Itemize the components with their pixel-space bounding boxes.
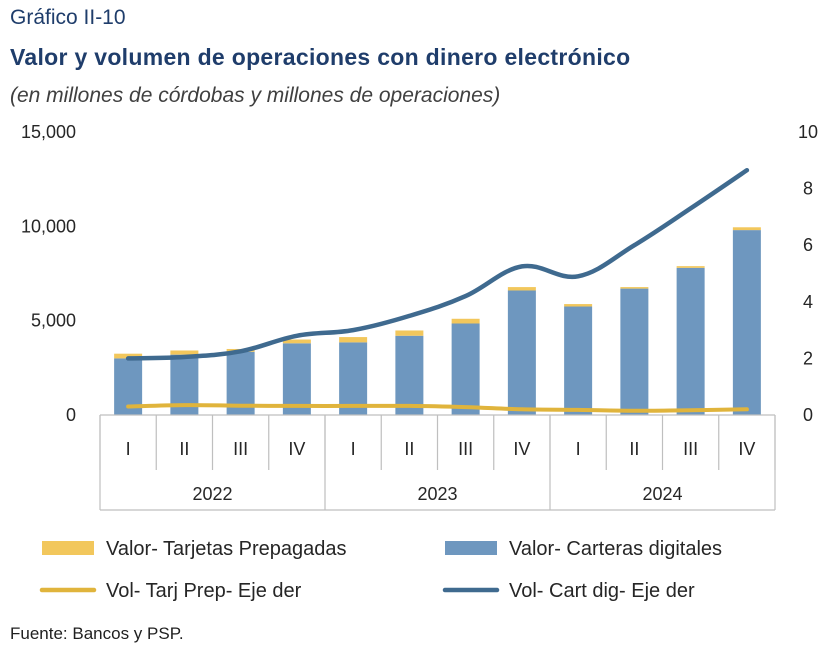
x-tick-label: IV	[513, 439, 530, 459]
bar-prepaid	[170, 350, 199, 355]
y-left-tick-label: 0	[66, 405, 76, 425]
x-tick-label: I	[576, 439, 581, 459]
legend-label: Valor- Tarjetas Prepagadas	[106, 538, 347, 560]
bar-prepaid	[114, 353, 143, 359]
bar-wallet	[339, 342, 368, 415]
legend-label: Vol- Tarj Prep- Eje der	[106, 580, 302, 602]
y-right-tick-label: 2	[803, 348, 813, 368]
bar-prepaid	[395, 330, 424, 336]
y-left-tick-label: 5,000	[31, 311, 76, 331]
bar-wallet	[507, 290, 536, 415]
bar-wallet	[395, 335, 424, 415]
line-vol-wallet	[125, 167, 750, 361]
x-group-label: 2024	[642, 484, 682, 504]
source-note: Fuente: Bancos y PSP.	[10, 624, 184, 643]
x-tick-label: III	[458, 439, 473, 459]
y-right-tick-label: 8	[803, 179, 813, 199]
x-tick-label: II	[179, 439, 189, 459]
y-right-tick-label: 10	[798, 122, 818, 142]
chart-label: Gráfico II-10	[10, 6, 126, 29]
bar-prepaid	[339, 337, 368, 343]
bars-layer	[114, 227, 761, 415]
y-left-tick-label: 10,000	[21, 216, 76, 236]
legend-label: Valor- Carteras digitales	[509, 538, 722, 560]
line-vol-prepaid	[126, 403, 749, 413]
x-group-label: 2022	[192, 484, 232, 504]
bar-wallet	[282, 343, 311, 415]
x-tick-label: IV	[288, 439, 305, 459]
lines-layer	[125, 167, 750, 413]
legend-label: Vol- Cart dig- Eje der	[509, 580, 695, 602]
bar-wallet	[676, 267, 705, 415]
x-tick-label: I	[126, 439, 131, 459]
x-tick-label: II	[404, 439, 414, 459]
x-group-label: 2023	[417, 484, 457, 504]
x-tick-label: I	[351, 439, 356, 459]
bar-prepaid	[507, 287, 536, 291]
bar-wallet	[732, 230, 761, 415]
bar-wallet	[620, 288, 649, 415]
bar-wallet	[451, 323, 480, 415]
bar-prepaid	[676, 266, 705, 268]
y-right-tick-label: 4	[803, 292, 813, 312]
x-tick-label: IV	[738, 439, 755, 459]
bar-prepaid	[564, 304, 593, 307]
x-tick-label: III	[683, 439, 698, 459]
legend: Valor- Tarjetas Prepagadas Valor- Cartera…	[39, 538, 722, 602]
x-tick-label: II	[629, 439, 639, 459]
bar-wallet	[564, 306, 593, 415]
bar-prepaid	[732, 227, 761, 231]
bar-prepaid	[282, 339, 311, 344]
x-tick-label: III	[233, 439, 248, 459]
chart-subtitle: (en millones de córdobas y millones de o…	[10, 84, 501, 107]
y-left-tick-label: 15,000	[21, 122, 76, 142]
bar-prepaid	[620, 287, 649, 289]
bar-prepaid	[451, 318, 480, 324]
axes-layer	[99, 414, 776, 511]
legend-swatch	[445, 541, 497, 555]
legend-swatch	[42, 541, 94, 555]
y-right-tick-label: 0	[803, 405, 813, 425]
chart-title: Valor y volumen de operaciones con diner…	[10, 44, 631, 70]
y-right-tick-label: 6	[803, 235, 813, 255]
